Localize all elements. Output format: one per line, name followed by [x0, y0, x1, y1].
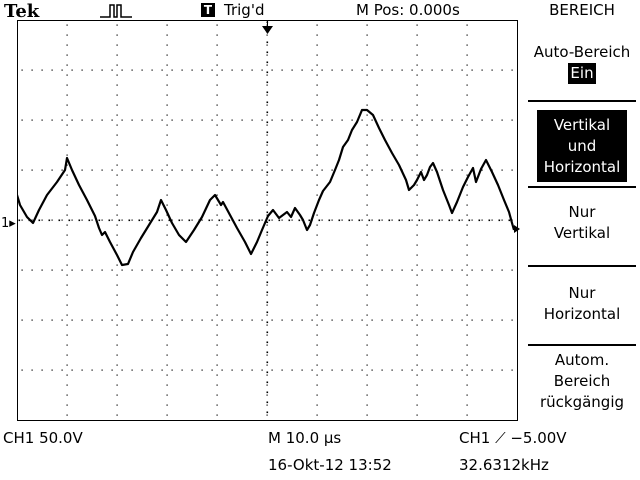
horizontal-only-button[interactable]: Nur Horizontal: [524, 283, 640, 325]
frequency-readout: 32.6312kHz: [459, 456, 549, 474]
menu-divider: [528, 344, 636, 346]
ch1-scale-readout: CH1 50.0V: [3, 429, 83, 447]
auto-range-button[interactable]: Auto-Bereich Ein: [524, 42, 640, 84]
vo-line-2: Vertikal: [553, 224, 611, 242]
down-arrow-icon: [262, 20, 273, 34]
vo-line-1: Nur: [568, 203, 596, 221]
vh-line-2: und: [567, 136, 597, 155]
timebase-readout: M 10.0 µs: [268, 429, 342, 447]
channel-1-marker: 1▸: [1, 216, 16, 231]
main-position-readout: M Pos: 0.000s: [356, 1, 460, 19]
ho-line-2: Horizontal: [543, 305, 621, 323]
vh-line-3: Horizontal: [543, 157, 621, 176]
auto-range-value: Ein: [568, 63, 596, 84]
undo-line-3: rückgängig: [539, 393, 625, 411]
undo-auto-range-button[interactable]: Autom. Bereich rückgängig: [524, 350, 640, 413]
single-pulse-icon: [100, 4, 132, 18]
trigger-status: Trig'd: [224, 1, 265, 19]
auto-range-label: Auto-Bereich: [533, 43, 631, 61]
ho-line-1: Nur: [568, 284, 596, 302]
undo-line-1: Autom.: [554, 351, 610, 369]
date-time-readout: 16-Okt-12 13:52: [268, 456, 392, 474]
oscilloscope-screen: [17, 20, 520, 421]
vertical-horizontal-button[interactable]: Vertikal und Horizontal: [537, 110, 627, 182]
vertical-only-button[interactable]: Nur Vertikal: [524, 202, 640, 244]
undo-line-2: Bereich: [553, 372, 611, 390]
trigger-info-readout: CH1 ⟋ −5.00V: [459, 429, 567, 447]
menu-divider: [528, 265, 636, 267]
brand-logo: Tek: [4, 1, 40, 22]
menu-divider: [528, 186, 636, 188]
trigger-arrow-icon: [514, 225, 520, 233]
trigger-badge: T: [201, 3, 215, 17]
menu-title: BEREICH: [549, 1, 615, 19]
graticule-grid: [18, 21, 513, 416]
menu-divider: [528, 100, 636, 102]
ch1-waveform: [17, 108, 516, 267]
vh-line-1: Vertikal: [553, 115, 611, 134]
